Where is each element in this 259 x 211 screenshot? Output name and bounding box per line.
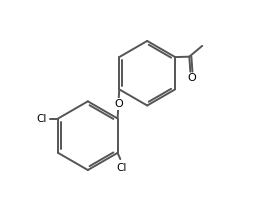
Text: Cl: Cl <box>116 163 127 173</box>
Text: O: O <box>187 73 196 83</box>
Text: Cl: Cl <box>36 114 47 123</box>
Text: O: O <box>114 99 123 109</box>
